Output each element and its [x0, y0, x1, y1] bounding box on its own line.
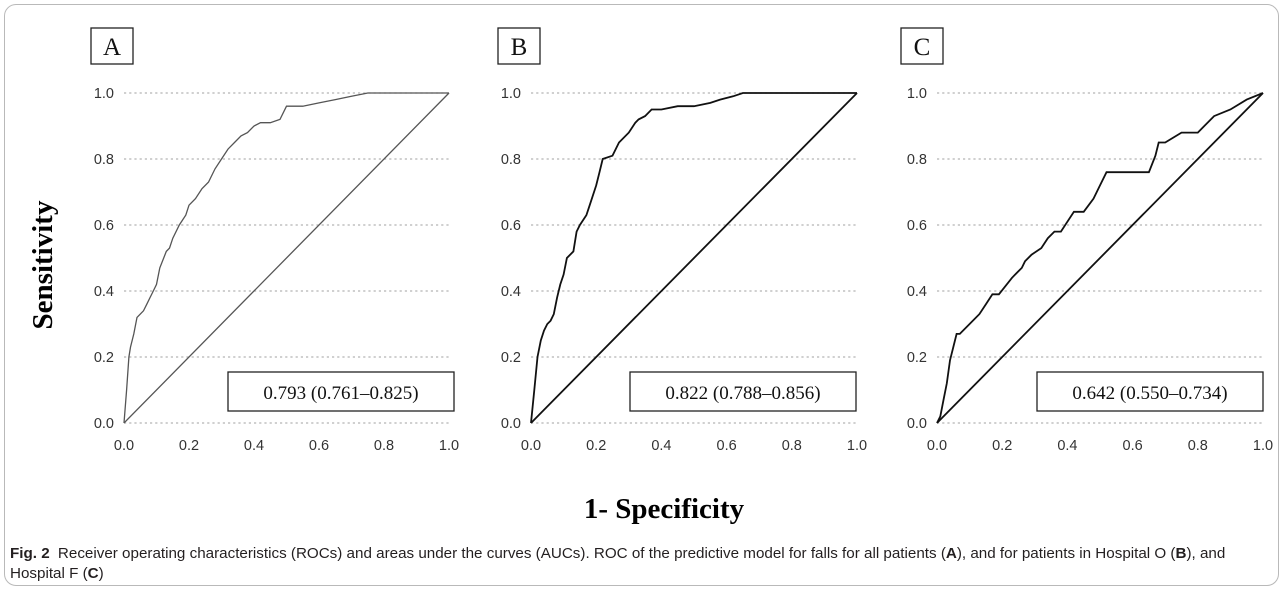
x-tick-label: 0.6: [309, 438, 329, 454]
auc-annotation-box: [629, 371, 857, 412]
x-tick-label: 0.6: [1123, 438, 1143, 454]
y-tick-label: 1.0: [501, 86, 521, 102]
caption-bold-a: A: [945, 545, 957, 562]
roc-curve: [530, 92, 857, 424]
panel-label: C: [914, 34, 931, 61]
x-tick-label: 0.8: [374, 438, 394, 454]
y-tick-label: 0.0: [907, 416, 927, 432]
reference-diagonal: [530, 92, 858, 424]
y-tick-label: 0.6: [501, 218, 521, 234]
caption-bold-c: C: [87, 565, 99, 582]
caption-text-3: ), and Hospital F (: [10, 545, 1226, 582]
x-axis-label: 1- Specificity: [584, 493, 745, 525]
y-tick-label: 0.2: [907, 350, 927, 366]
x-tick-label: 1.0: [847, 438, 867, 454]
y-tick-label: 0.2: [94, 350, 114, 366]
x-tick-label: 0.0: [927, 438, 947, 454]
x-tick-label: 0.8: [782, 438, 802, 454]
reference-diagonal: [123, 92, 450, 424]
x-tick-label: 0.4: [651, 438, 671, 454]
y-tick-label: 1.0: [94, 86, 114, 102]
x-tick-label: 0.2: [179, 438, 199, 454]
panel-label-box: [497, 27, 541, 65]
panel-c: 0.0 0.2 0.4 0.6 0.8 1.0 0.0 0.2 0.4 0.6 0.8 1.0 C 0.6…: [900, 27, 1273, 454]
roc-curve: [123, 92, 449, 424]
roc-figure: 0.0 0.2 0.4 0.6 0.8 1.0 0.0 0.2 0.4 0.6 0.8 1.0 A 0.7…: [27, 27, 1273, 525]
x-tick-label: 0.2: [586, 438, 606, 454]
reference-diagonal: [936, 92, 1264, 424]
figure-label: Fig. 2: [10, 545, 50, 562]
figure-caption: Fig. 2 Receiver operating characteristic…: [10, 544, 1275, 584]
y-tick-label: 0.2: [501, 350, 521, 366]
auc-annotation: 0.642 (0.550–0.734): [1072, 383, 1227, 404]
y-tick-label: 0.8: [501, 152, 521, 168]
x-tick-label: 0.4: [244, 438, 264, 454]
x-tick-label: 0.2: [992, 438, 1012, 454]
x-tick-label: 1.0: [439, 438, 459, 454]
y-tick-label: 0.4: [907, 284, 927, 300]
panel-a: 0.0 0.2 0.4 0.6 0.8 1.0 0.0 0.2 0.4 0.6 0.8 1.0 A 0.7…: [90, 27, 459, 454]
caption-text-4: ): [98, 565, 104, 582]
panel-label: A: [103, 34, 121, 61]
figure-frame: [4, 4, 1279, 586]
x-tick-label: 0.8: [1188, 438, 1208, 454]
y-tick-label: 0.0: [501, 416, 521, 432]
y-tick-label: 0.0: [94, 416, 114, 432]
panel-label-box: [90, 27, 134, 65]
panel-b: 0.0 0.2 0.4 0.6 0.8 1.0 0.0 0.2 0.4 0.6 0.8 1.0 B 0.8…: [497, 27, 867, 454]
x-tick-label: 0.4: [1057, 438, 1077, 454]
y-tick-label: 0.6: [907, 218, 927, 234]
y-tick-label: 0.8: [907, 152, 927, 168]
y-tick-label: 0.4: [501, 284, 521, 300]
y-tick-label: 0.4: [94, 284, 114, 300]
x-tick-label: 0.0: [114, 438, 134, 454]
y-axis-label: Sensitivity: [27, 200, 59, 329]
caption-text-2: ), and for patients in Hospital O (: [956, 545, 1176, 562]
x-tick-label: 0.6: [717, 438, 737, 454]
y-tick-label: 0.6: [94, 218, 114, 234]
auc-annotation: 0.793 (0.761–0.825): [263, 383, 418, 404]
auc-annotation: 0.822 (0.788–0.856): [665, 383, 820, 404]
x-tick-label: 0.0: [521, 438, 541, 454]
auc-annotation-box: [1036, 371, 1264, 412]
panel-label: B: [511, 34, 528, 61]
auc-annotation-box: [227, 371, 455, 412]
caption-bold-b: B: [1175, 545, 1187, 562]
y-tick-label: 1.0: [907, 86, 927, 102]
caption-text-1: Receiver operating characteristics (ROCs…: [57, 545, 946, 562]
x-tick-label: 1.0: [1253, 438, 1273, 454]
y-tick-label: 0.8: [94, 152, 114, 168]
panel-label-box: [900, 27, 944, 65]
roc-curve: [936, 92, 1264, 424]
